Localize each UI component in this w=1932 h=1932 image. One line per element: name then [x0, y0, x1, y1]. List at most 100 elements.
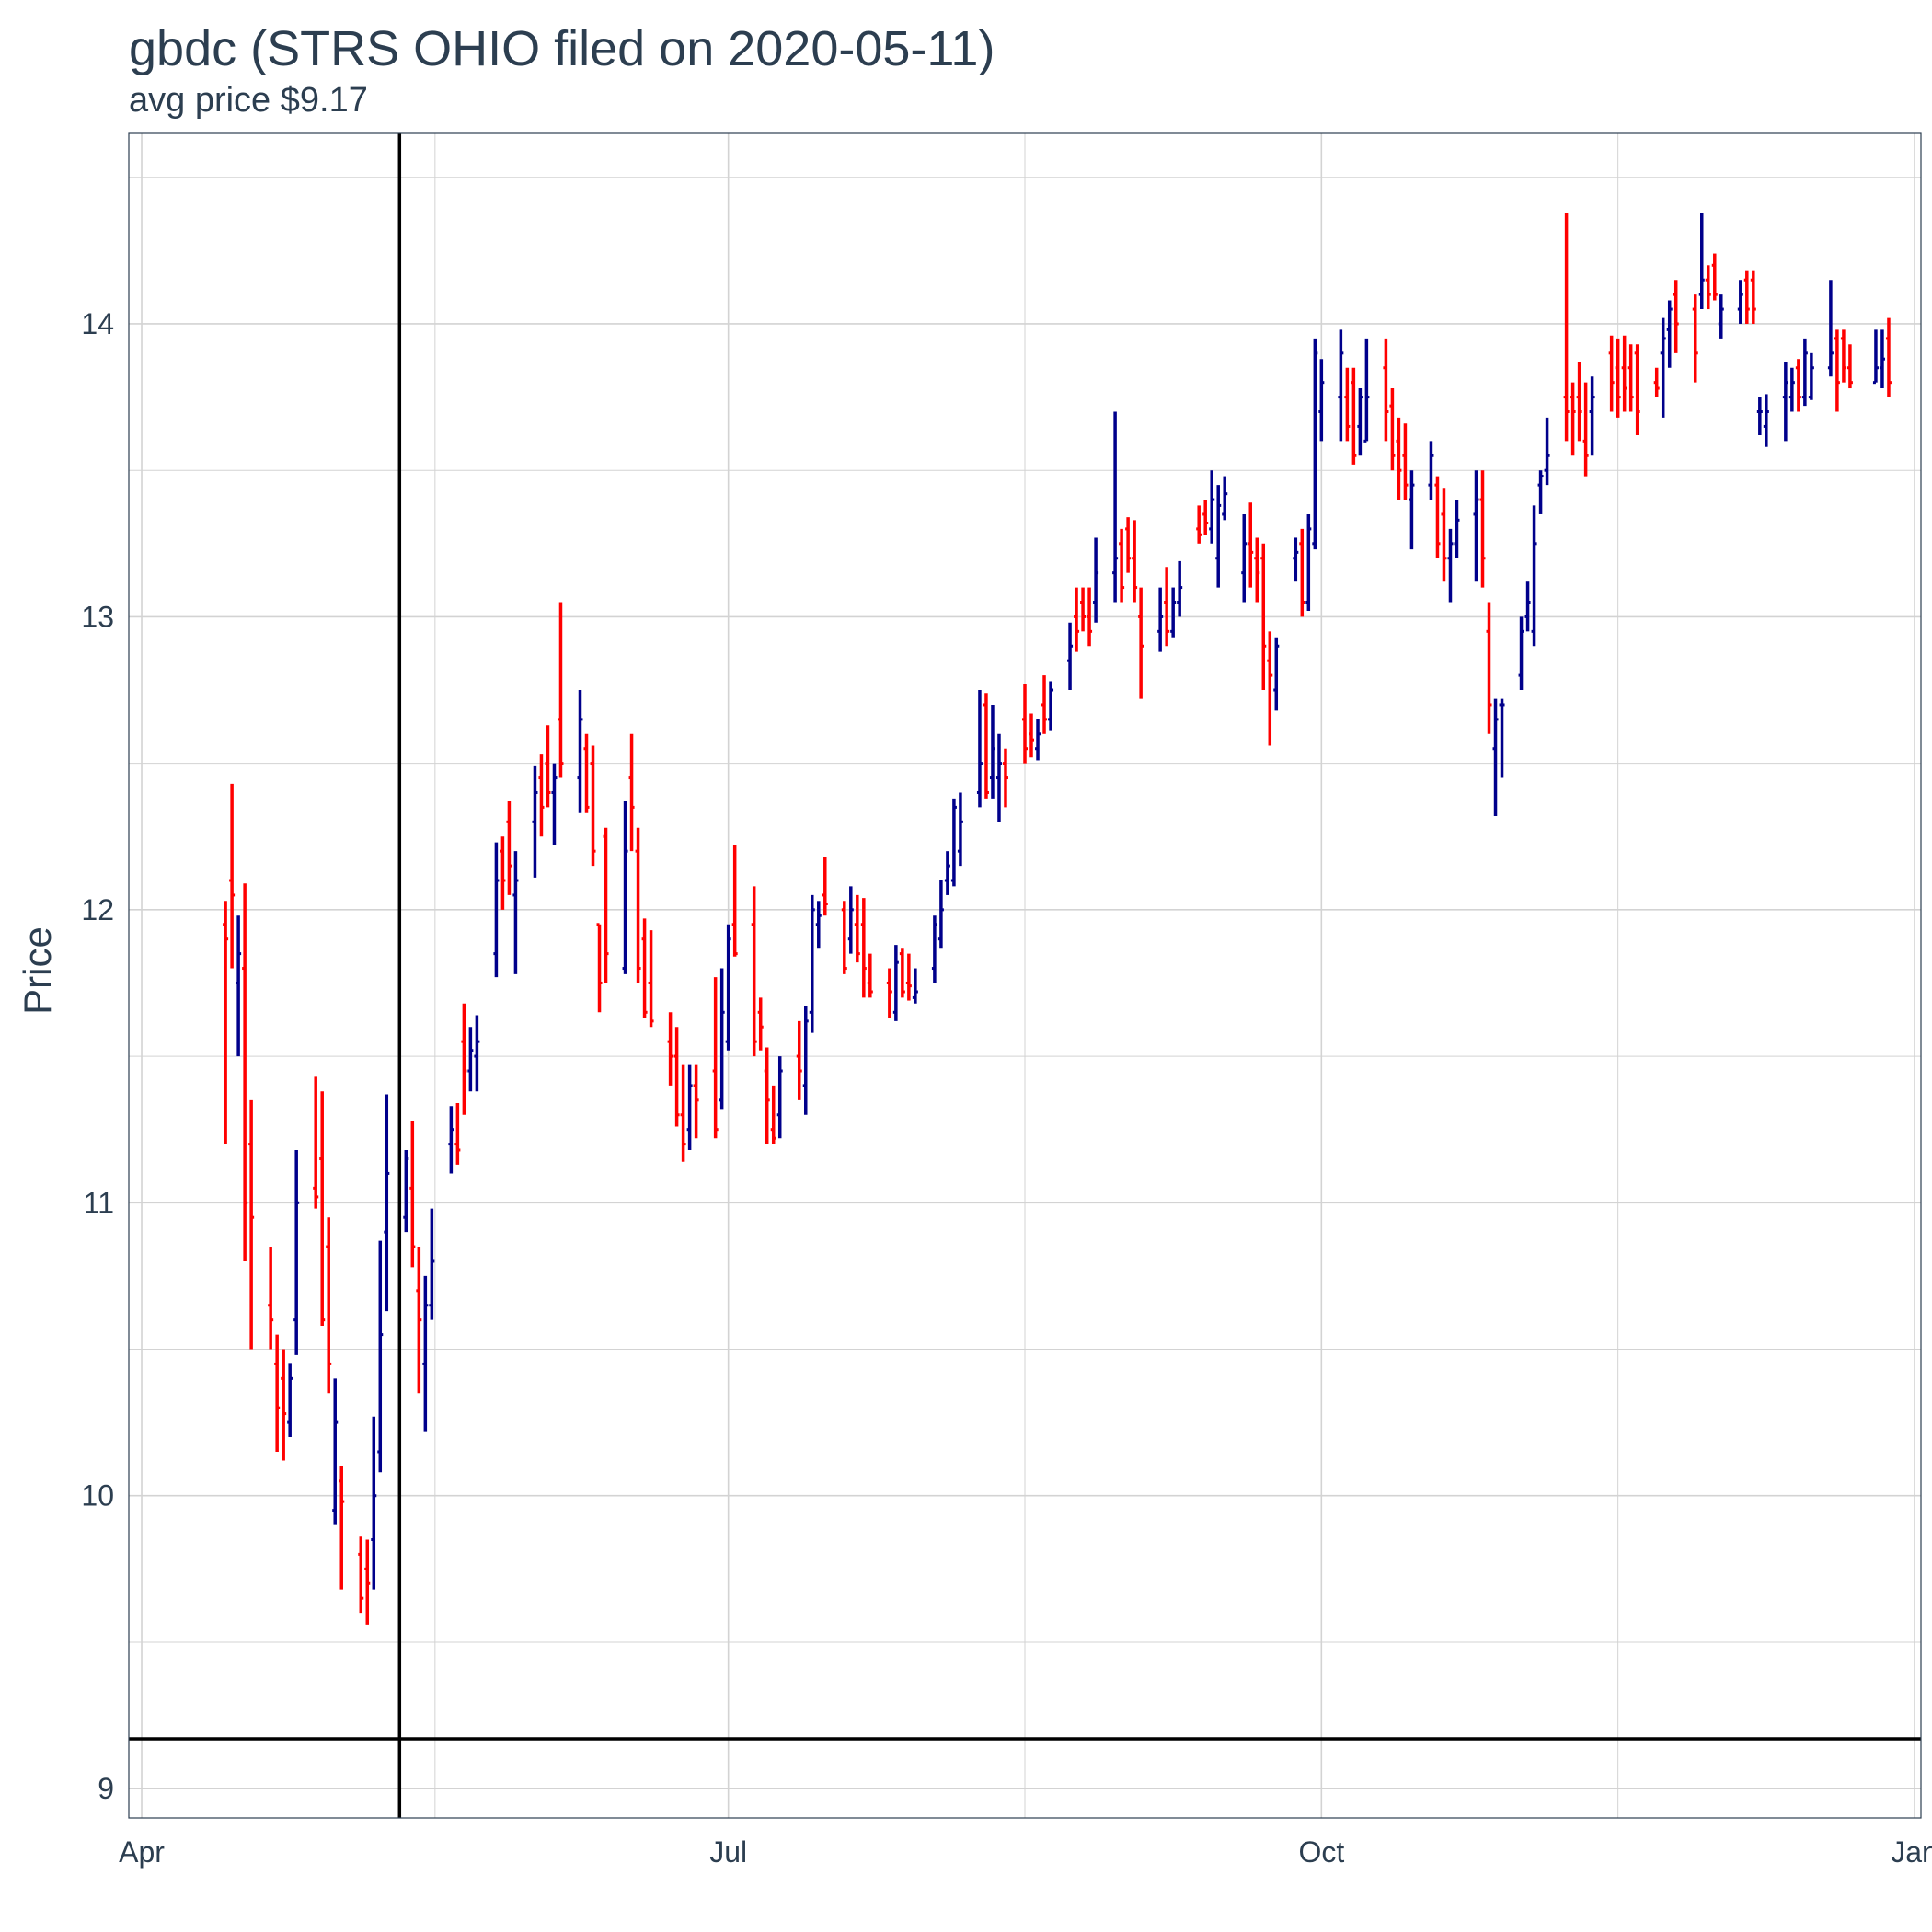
- ohlc-bar: [687, 1065, 693, 1150]
- ohlc-bar: [1080, 588, 1086, 632]
- ohlc-bar: [236, 915, 241, 1056]
- ohlc-bar: [274, 1335, 280, 1452]
- ohlc-bar: [945, 851, 950, 895]
- ohlc-bar: [816, 901, 822, 948]
- ohlc-bar: [1170, 588, 1176, 638]
- ohlc-bar: [1693, 294, 1698, 383]
- ohlc-bar: [900, 948, 905, 997]
- ohlc-bar: [1802, 339, 1808, 406]
- y-tick-label: 11: [84, 1186, 114, 1219]
- ohlc-bar: [1267, 631, 1272, 745]
- ohlc-bar: [1222, 477, 1227, 521]
- ohlc-bar: [810, 895, 815, 1033]
- ohlc-bar: [422, 1276, 428, 1432]
- ohlc-bar: [403, 1150, 408, 1232]
- ohlc-bar: [467, 1027, 473, 1091]
- ohlc-bar: [1828, 280, 1834, 376]
- ohlc-bar: [1873, 329, 1879, 382]
- ohlc-bar: [558, 602, 563, 777]
- ohlc-bar: [1396, 418, 1401, 500]
- ohlc-bar: [313, 1076, 318, 1208]
- ohlc-bar: [752, 886, 757, 1056]
- ohlc-bar: [416, 1247, 421, 1393]
- ohlc-bar: [1783, 362, 1788, 441]
- ohlc-bar: [1751, 271, 1756, 324]
- ohlc-bar: [1847, 344, 1853, 388]
- ohlc-bar: [1712, 254, 1718, 301]
- ohlc-bar: [461, 1004, 466, 1115]
- ohlc-bar: [332, 1378, 338, 1524]
- y-tick-label: 12: [81, 893, 114, 926]
- ohlc-bar: [454, 1103, 460, 1165]
- y-tick-label: 10: [81, 1479, 114, 1512]
- y-tick-label: 13: [81, 600, 114, 633]
- ohlc-bar: [1880, 329, 1885, 388]
- ohlc-bar: [578, 690, 583, 813]
- ohlc-bar: [1248, 502, 1253, 587]
- ohlc-bar: [777, 1056, 783, 1138]
- ohlc-bar: [629, 734, 635, 851]
- ohlc-bar: [1564, 213, 1570, 441]
- ohlc-bar: [1667, 301, 1673, 368]
- ohlc-bar: [1441, 488, 1446, 581]
- ohlc-bar: [719, 969, 725, 1110]
- ohlc-bar: [887, 969, 892, 1018]
- ohlc-bar: [1209, 470, 1214, 544]
- ohlc-bar: [551, 764, 557, 845]
- ohlc-bar: [906, 954, 912, 1001]
- x-tick-label: Jan: [1891, 1835, 1932, 1869]
- ohlc-bar: [1351, 368, 1356, 465]
- ohlc-bar: [848, 886, 854, 953]
- ohlc-bar: [377, 1241, 383, 1473]
- ohlc-bar: [642, 918, 648, 1018]
- ohlc-bar: [1029, 714, 1034, 758]
- ohlc-bar: [1583, 383, 1589, 477]
- ohlc-bar: [668, 1012, 673, 1086]
- ohlc-bar: [1577, 362, 1582, 441]
- ohlc-bar: [1312, 339, 1317, 549]
- ohlc-bar: [1519, 616, 1524, 690]
- ohlc-bar: [1093, 537, 1098, 622]
- ohlc-bar: [248, 1100, 254, 1350]
- ohlc-bar: [1789, 368, 1795, 412]
- ohlc-bar: [1841, 329, 1846, 382]
- ohlc-bar: [1661, 318, 1666, 418]
- ohlc-bar: [1834, 329, 1840, 411]
- ohlc-bar: [1132, 520, 1137, 602]
- ohlc-bar: [1434, 477, 1440, 558]
- ohlc-bar: [319, 1091, 325, 1326]
- ohlc-bar: [958, 792, 963, 866]
- ohlc-bar: [861, 898, 867, 997]
- ohlc-bar: [597, 925, 603, 1013]
- ohlc-bar: [732, 845, 738, 957]
- ohlc-bar: [1673, 280, 1679, 353]
- ohlc-bar: [674, 1027, 680, 1126]
- ohlc-bar: [842, 901, 847, 974]
- ohlc-bar: [1112, 412, 1118, 603]
- ohlc-bar: [474, 1015, 479, 1091]
- ohlc-bar: [1344, 368, 1350, 442]
- ohlc-bar: [1138, 588, 1144, 699]
- ohlc-bar: [983, 693, 989, 799]
- ohlc-bar: [448, 1106, 454, 1173]
- ohlc-bar: [1500, 699, 1505, 778]
- ohlc-bar: [604, 828, 609, 983]
- ohlc-bar: [538, 754, 544, 836]
- ohlc-bar: [1241, 514, 1247, 603]
- ohlc-bar: [636, 828, 641, 983]
- ohlc-bar: [932, 915, 937, 983]
- ohlc-bar: [584, 734, 590, 813]
- ohlc-bar: [1305, 514, 1311, 611]
- ohlc-bar: [1125, 517, 1131, 573]
- ohlc-bar: [1409, 470, 1414, 549]
- ohlc-bar: [1538, 470, 1544, 514]
- ohlc-bar: [1487, 602, 1492, 733]
- ohlc-bar: [1164, 567, 1169, 646]
- ohlc-bar: [803, 1006, 809, 1115]
- ohlc-bar: [1003, 749, 1008, 808]
- ohlc-bar: [1402, 423, 1408, 500]
- ohlc-bar: [977, 690, 983, 807]
- ohlc-bar: [1035, 719, 1041, 761]
- ohlc-bar: [855, 895, 860, 962]
